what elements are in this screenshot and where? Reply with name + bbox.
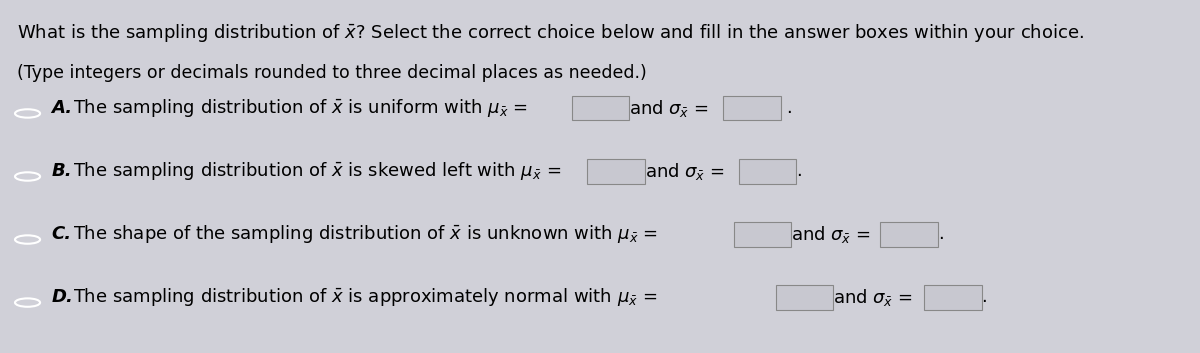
Text: The sampling distribution of $\bar{x}$ is skewed left with $\mu_{\bar{x}}$ =: The sampling distribution of $\bar{x}$ i… [72, 160, 560, 182]
Text: and $\sigma_{\bar{x}}$ =: and $\sigma_{\bar{x}}$ = [644, 161, 725, 182]
FancyBboxPatch shape [587, 159, 644, 184]
Text: .: . [797, 162, 803, 180]
FancyBboxPatch shape [724, 96, 781, 120]
Text: .: . [982, 288, 988, 306]
Text: .: . [937, 225, 943, 243]
Text: .: . [786, 99, 792, 117]
Text: and $\sigma_{\bar{x}}$ =: and $\sigma_{\bar{x}}$ = [833, 287, 913, 308]
Text: What is the sampling distribution of $\bar{x}$? Select the correct choice below : What is the sampling distribution of $\b… [17, 22, 1085, 44]
FancyBboxPatch shape [571, 96, 629, 120]
Text: The sampling distribution of $\bar{x}$ is uniform with $\mu_{\bar{x}}$ =: The sampling distribution of $\bar{x}$ i… [72, 97, 528, 119]
Text: and $\sigma_{\bar{x}}$ =: and $\sigma_{\bar{x}}$ = [791, 224, 871, 245]
FancyBboxPatch shape [924, 285, 982, 310]
Text: (Type integers or decimals rounded to three decimal places as needed.): (Type integers or decimals rounded to th… [17, 65, 647, 83]
FancyBboxPatch shape [775, 285, 833, 310]
Text: The sampling distribution of $\bar{x}$ is approximately normal with $\mu_{\bar{x: The sampling distribution of $\bar{x}$ i… [72, 286, 656, 308]
FancyBboxPatch shape [733, 222, 791, 246]
Text: and $\sigma_{\bar{x}}$ =: and $\sigma_{\bar{x}}$ = [629, 98, 709, 119]
Text: A.: A. [52, 99, 73, 117]
Text: B.: B. [52, 162, 72, 180]
FancyBboxPatch shape [739, 159, 797, 184]
FancyBboxPatch shape [880, 222, 937, 246]
Text: The shape of the sampling distribution of $\bar{x}$ is unknown with $\mu_{\bar{x: The shape of the sampling distribution o… [72, 223, 658, 245]
Text: C.: C. [52, 225, 72, 243]
Text: D.: D. [52, 288, 73, 306]
